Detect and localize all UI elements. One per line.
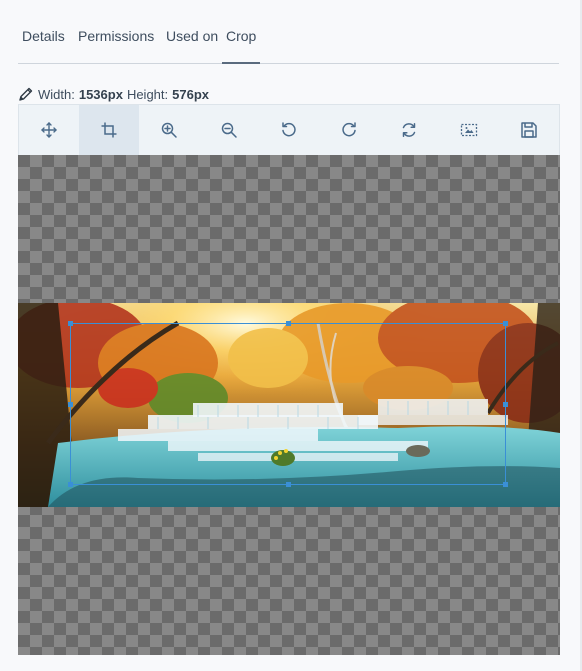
crop-handle-left[interactable] xyxy=(68,402,73,407)
crop-handle-right[interactable] xyxy=(503,402,508,407)
zoom-out-icon xyxy=(221,122,237,138)
move-icon xyxy=(41,122,57,138)
crop-handle-top-right[interactable] xyxy=(503,321,508,326)
reset-icon xyxy=(402,123,416,137)
save-icon xyxy=(521,122,537,138)
crop-toolbar xyxy=(18,104,560,156)
crop-handle-bottom[interactable] xyxy=(286,482,291,487)
tab-details[interactable]: Details xyxy=(22,28,65,44)
autumn-waterfall-image xyxy=(18,303,560,507)
pencil-icon[interactable] xyxy=(18,86,34,102)
zoom-in-icon xyxy=(161,122,177,138)
crop-handle-top[interactable] xyxy=(286,321,291,326)
height-value: 576px xyxy=(172,86,210,102)
tab-used-on[interactable]: Used on xyxy=(166,28,219,44)
rotate-left-icon xyxy=(282,122,296,137)
rotate-right-button[interactable] xyxy=(319,105,379,155)
rotate-right-icon xyxy=(342,122,356,137)
crop-selection-box[interactable] xyxy=(68,321,508,487)
crop-canvas[interactable] xyxy=(18,155,560,655)
tab-permissions[interactable]: Permissions xyxy=(78,28,155,44)
rotate-left-button[interactable] xyxy=(259,105,319,155)
crop-icon xyxy=(101,122,117,138)
tab-bar: Details Permissions Used on Crop xyxy=(18,0,559,64)
image-frame-icon xyxy=(460,123,478,137)
move-button[interactable] xyxy=(19,105,79,155)
crop-handle-bottom-left[interactable] xyxy=(68,482,73,487)
width-label: Width: xyxy=(38,86,75,102)
zoom-out-button[interactable] xyxy=(199,105,259,155)
panel-border xyxy=(580,0,582,671)
crop-button[interactable] xyxy=(79,105,139,155)
crop-handle-bottom-right[interactable] xyxy=(503,482,508,487)
save-button[interactable] xyxy=(499,105,559,155)
width-value: 1536px xyxy=(78,86,123,102)
height-label: Height: xyxy=(126,86,169,102)
reset-button[interactable] xyxy=(379,105,439,155)
zoom-in-button[interactable] xyxy=(139,105,199,155)
image-dimensions: Width: 1536px Height: 576px xyxy=(18,85,209,103)
crop-handle-top-left[interactable] xyxy=(68,321,73,326)
crop-preview-button[interactable] xyxy=(439,105,499,155)
tab-crop[interactable]: Crop xyxy=(222,28,261,64)
